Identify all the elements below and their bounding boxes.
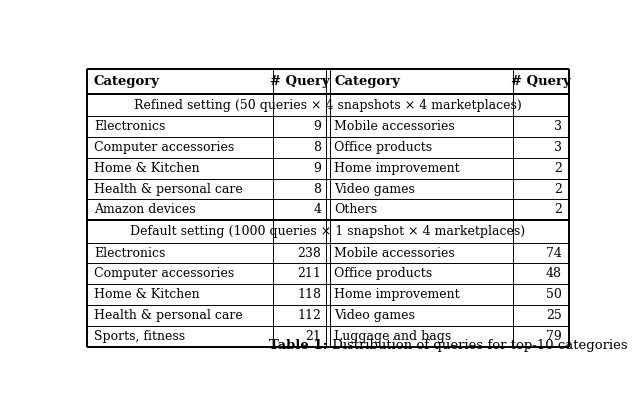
Text: Health & personal care: Health & personal care xyxy=(94,183,243,195)
Text: 74: 74 xyxy=(546,247,562,260)
Text: Home improvement: Home improvement xyxy=(335,288,460,301)
Text: 211: 211 xyxy=(298,267,321,280)
Text: Sports, fitness: Sports, fitness xyxy=(94,330,185,343)
Text: Electronics: Electronics xyxy=(94,120,165,133)
Text: 4: 4 xyxy=(314,204,321,216)
Text: 8: 8 xyxy=(314,141,321,154)
Text: 21: 21 xyxy=(306,330,321,343)
Text: 2: 2 xyxy=(554,183,562,195)
Text: 112: 112 xyxy=(298,309,321,322)
Text: 118: 118 xyxy=(298,288,321,301)
Text: 3: 3 xyxy=(554,141,562,154)
Text: Category: Category xyxy=(335,75,401,88)
Text: Office products: Office products xyxy=(335,141,433,154)
Text: Electronics: Electronics xyxy=(94,247,165,260)
Text: Category: Category xyxy=(94,75,160,88)
Text: 48: 48 xyxy=(546,267,562,280)
Text: Video games: Video games xyxy=(335,183,415,195)
Text: Home improvement: Home improvement xyxy=(335,162,460,175)
Text: 9: 9 xyxy=(314,162,321,175)
Text: 79: 79 xyxy=(547,330,562,343)
Text: 2: 2 xyxy=(554,204,562,216)
Text: 9: 9 xyxy=(314,120,321,133)
Text: Refined setting (50 queries × 4 snapshots × 4 marketplaces): Refined setting (50 queries × 4 snapshot… xyxy=(134,99,522,112)
Text: 50: 50 xyxy=(546,288,562,301)
Text: 3: 3 xyxy=(554,120,562,133)
Text: Default setting (1000 queries × 1 snapshot × 4 marketplaces): Default setting (1000 queries × 1 snapsh… xyxy=(131,225,525,238)
Text: Mobile accessories: Mobile accessories xyxy=(335,247,455,260)
Text: Distribution of queries for top-10 categories: Distribution of queries for top-10 categ… xyxy=(328,339,628,352)
Text: # Query: # Query xyxy=(271,75,330,88)
Text: Office products: Office products xyxy=(335,267,433,280)
Text: Home & Kitchen: Home & Kitchen xyxy=(94,162,200,175)
Text: 238: 238 xyxy=(298,247,321,260)
Text: Home & Kitchen: Home & Kitchen xyxy=(94,288,200,301)
Text: Mobile accessories: Mobile accessories xyxy=(335,120,455,133)
Text: Computer accessories: Computer accessories xyxy=(94,267,234,280)
Text: Health & personal care: Health & personal care xyxy=(94,309,243,322)
Text: 25: 25 xyxy=(547,309,562,322)
Text: Others: Others xyxy=(335,204,378,216)
Text: 2: 2 xyxy=(554,162,562,175)
Text: Computer accessories: Computer accessories xyxy=(94,141,234,154)
Text: 8: 8 xyxy=(314,183,321,195)
Text: Video games: Video games xyxy=(335,309,415,322)
Text: Luggage and bags: Luggage and bags xyxy=(335,330,452,343)
Text: # Query: # Query xyxy=(511,75,571,88)
Text: Table 1:: Table 1: xyxy=(269,339,328,352)
Text: Amazon devices: Amazon devices xyxy=(94,204,195,216)
